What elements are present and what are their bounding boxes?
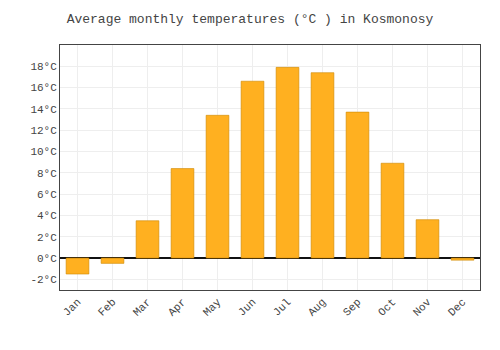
svg-text:14°C: 14°C [30, 104, 57, 116]
svg-text:Jun: Jun [236, 296, 258, 318]
svg-text:Jan: Jan [61, 296, 83, 318]
svg-text:Aug: Aug [306, 296, 328, 318]
svg-text:Nov: Nov [411, 296, 434, 319]
svg-text:Jul: Jul [271, 296, 293, 318]
svg-text:16°C: 16°C [30, 82, 57, 94]
svg-text:Mar: Mar [131, 296, 153, 318]
svg-text:Apr: Apr [166, 296, 188, 318]
svg-text:May: May [201, 296, 224, 319]
svg-text:-2°C: -2°C [30, 274, 57, 286]
svg-text:0°C: 0°C [37, 253, 57, 265]
svg-text:Feb: Feb [96, 296, 118, 318]
svg-text:Sep: Sep [341, 296, 363, 318]
svg-text:12°C: 12°C [30, 125, 57, 137]
svg-text:18°C: 18°C [30, 61, 57, 73]
svg-text:6°C: 6°C [37, 189, 57, 201]
svg-text:4°C: 4°C [37, 210, 57, 222]
svg-text:8°C: 8°C [37, 168, 57, 180]
svg-text:Oct: Oct [376, 296, 398, 318]
svg-text:2°C: 2°C [37, 232, 57, 244]
svg-text:Dec: Dec [446, 296, 468, 318]
svg-text:10°C: 10°C [30, 146, 57, 158]
svg-text:Average monthly temperatures (: Average monthly temperatures (°C ) in Ko… [67, 12, 434, 27]
